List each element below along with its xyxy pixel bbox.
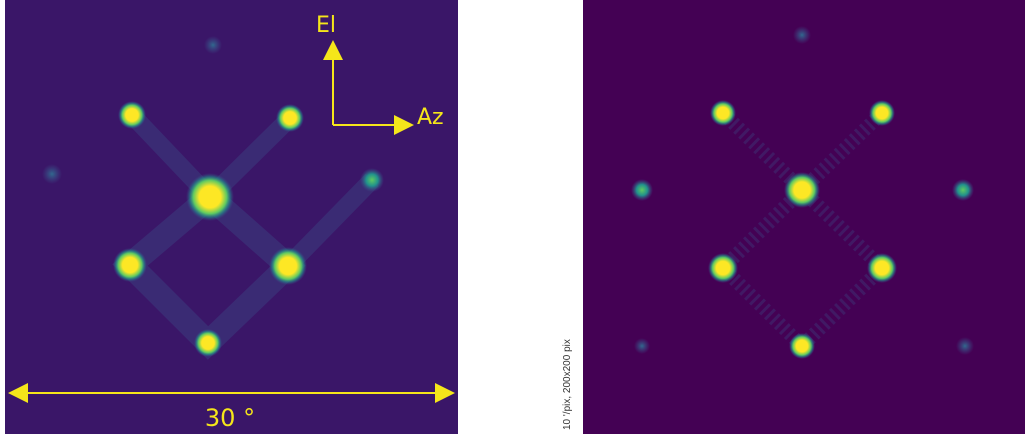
- spot: [194, 329, 222, 357]
- spot: [186, 173, 234, 221]
- spot: [869, 100, 895, 126]
- spot: [956, 337, 974, 355]
- spot: [631, 179, 653, 201]
- spot: [634, 338, 650, 354]
- spot: [360, 168, 384, 192]
- panel-background: [583, 0, 1025, 434]
- spot: [867, 253, 897, 283]
- scale-label: 30 °: [205, 404, 255, 432]
- spot: [784, 172, 820, 208]
- diffraction-haze: [713, 107, 893, 356]
- spot: [204, 36, 222, 54]
- spot: [793, 26, 811, 44]
- spot: [42, 164, 62, 184]
- spot: [708, 253, 738, 283]
- spot: [952, 179, 974, 201]
- scale-note: 10 '/pix, 200x200 pix: [562, 339, 573, 430]
- panel-background: [5, 0, 458, 434]
- az-label: Az: [417, 105, 444, 130]
- spot: [789, 333, 815, 359]
- measured-panel: El Az 30 °: [5, 0, 458, 434]
- spot: [118, 101, 146, 129]
- simulated-panel: [583, 0, 1025, 434]
- spot: [276, 104, 304, 132]
- el-label: El: [316, 13, 336, 38]
- spot: [269, 247, 307, 285]
- spot: [113, 248, 147, 282]
- spot: [710, 100, 736, 126]
